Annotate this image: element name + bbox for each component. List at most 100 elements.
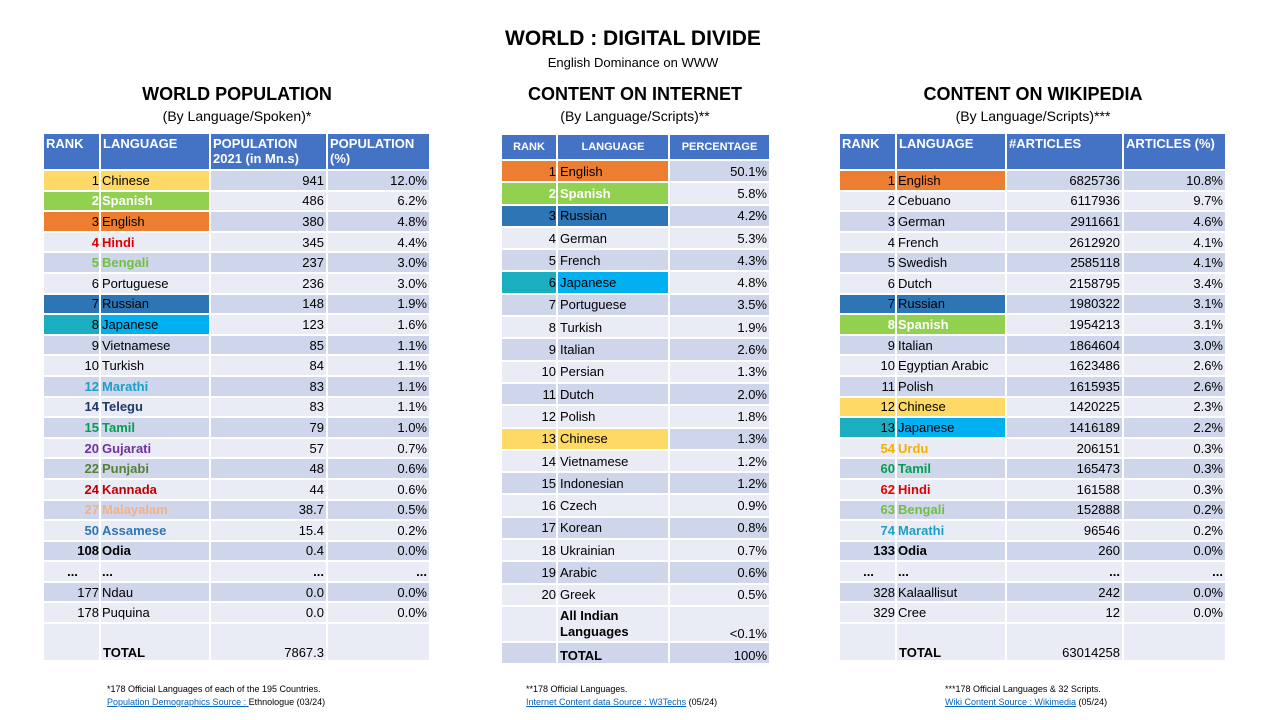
table-row: 2 Cebuano 6117936 9.7% xyxy=(840,190,1227,213)
language-cell: Chinese xyxy=(896,396,1007,419)
table-row: 14 Vietnamese 1.2% xyxy=(502,449,771,474)
percent-cell: 5.3% xyxy=(669,226,771,251)
col-header-population: POPULATION 2021 (in Mn.s) xyxy=(210,134,328,171)
table-row: 12 Polish 1.8% xyxy=(502,405,771,429)
rank-cell: 14 xyxy=(502,449,558,474)
rank-cell: 4 xyxy=(44,231,101,254)
percent-cell: 1.3% xyxy=(669,427,771,451)
value-cell: 236 xyxy=(210,272,328,295)
table-row: 1 English 6825736 10.8% xyxy=(840,170,1227,192)
language-cell: Portuguese xyxy=(557,293,670,318)
percent-cell: 3.1% xyxy=(1123,293,1227,316)
language-cell: Odia xyxy=(896,540,1007,563)
language-cell: Odia xyxy=(100,540,211,563)
table-row: 177 Ndau 0.0 0.0% xyxy=(44,581,431,604)
language-cell: German xyxy=(557,226,670,251)
rank-cell: 4 xyxy=(502,226,558,251)
value-cell: 486 xyxy=(210,190,328,213)
value-cell: 380 xyxy=(210,211,328,233)
percent-cell: 12.0% xyxy=(327,170,431,192)
rank-cell: 22 xyxy=(44,458,101,480)
population-source-link[interactable]: Population Demographics Source : xyxy=(107,697,249,707)
language-cell: Polish xyxy=(557,405,670,429)
value-cell: ... xyxy=(210,561,328,583)
rank-cell: 14 xyxy=(44,396,101,419)
col-header-rank: RANK xyxy=(502,135,558,161)
percent-cell: 1.8% xyxy=(669,405,771,429)
table-row: 133 Odia 260 0.0% xyxy=(840,540,1227,563)
value-cell: 38.7 xyxy=(210,499,328,522)
percent-cell: 0.6% xyxy=(327,458,431,480)
rank-cell: 108 xyxy=(44,540,101,563)
percent-cell: 3.1% xyxy=(1123,314,1227,336)
rank-cell: 74 xyxy=(840,520,897,542)
percent-cell: 0.5% xyxy=(669,583,771,607)
rank-cell: 8 xyxy=(840,314,897,336)
table-row: 11 Polish 1615935 2.6% xyxy=(840,375,1227,398)
table-row: 9 Italian 1864604 3.0% xyxy=(840,334,1227,357)
language-cell: Vietnamese xyxy=(557,449,670,474)
percent-cell: 1.2% xyxy=(669,472,771,496)
value-cell: 48 xyxy=(210,458,328,480)
table-row: 7 Russian 1980322 3.1% xyxy=(840,293,1227,316)
language-cell: Urdu xyxy=(896,437,1007,460)
language-cell: English xyxy=(100,211,211,233)
internet-source-link[interactable]: Internet Content data Source : W3Techs xyxy=(526,697,687,707)
empty-cell xyxy=(1123,623,1227,663)
rank-cell: 19 xyxy=(502,561,558,585)
rank-cell: 5 xyxy=(502,249,558,273)
percent-cell: 4.8% xyxy=(327,211,431,233)
wikipedia-table: RANK LANGUAGE #ARTICLES ARTICLES (%) 1 En… xyxy=(840,134,1227,663)
value-cell: 206151 xyxy=(1006,437,1124,460)
percent-cell: 0.5% xyxy=(327,499,431,522)
value-cell: 1864604 xyxy=(1006,334,1124,357)
total-label: TOTAL xyxy=(557,641,670,665)
rank-cell: 11 xyxy=(502,382,558,407)
language-cell: Vietnamese xyxy=(100,334,211,357)
source-date: (05/24) xyxy=(1076,697,1108,707)
value-cell: 83 xyxy=(210,396,328,419)
rank-cell: 329 xyxy=(840,602,897,625)
table-row: 8 Spanish 1954213 3.1% xyxy=(840,314,1227,336)
value-cell: 345 xyxy=(210,231,328,254)
rank-cell: 1 xyxy=(502,160,558,184)
percent-cell: 0.6% xyxy=(327,478,431,501)
percent-cell: 0.3% xyxy=(1123,478,1227,501)
wikipedia-subtitle: (By Language/Scripts)*** xyxy=(955,108,1111,124)
language-cell: Gujarati xyxy=(100,437,211,460)
table-row: 4 French 2612920 4.1% xyxy=(840,231,1227,254)
language-cell: Assamese xyxy=(100,520,211,542)
language-cell: Chinese xyxy=(100,170,211,192)
table-row: ............ xyxy=(840,561,1227,583)
percent-cell: 4.4% xyxy=(327,231,431,254)
language-cell: Telegu xyxy=(100,396,211,419)
rank-cell: 7 xyxy=(502,293,558,318)
rank-cell: 3 xyxy=(502,204,558,228)
col-header-language: LANGUAGE xyxy=(100,134,211,171)
percent-cell: 0.2% xyxy=(327,520,431,542)
value-cell: 1615935 xyxy=(1006,375,1124,398)
wikipedia-source-link[interactable]: Wiki Content Source : Wikimedia xyxy=(945,697,1077,707)
language-cell: Cebuano xyxy=(896,190,1007,213)
page-title: WORLD : DIGITAL DIVIDE xyxy=(505,27,761,50)
total-label: TOTAL xyxy=(100,623,211,663)
value-cell: 152888 xyxy=(1006,499,1124,522)
rank-cell: 1 xyxy=(840,170,897,192)
value-cell: 148 xyxy=(210,293,328,316)
language-cell: Egyptian Arabic xyxy=(896,355,1007,377)
language-cell: Czech xyxy=(557,494,670,518)
rank-cell: 3 xyxy=(44,211,101,233)
rank-cell: 63 xyxy=(840,499,897,522)
table-row: 14 Telegu 83 1.1% xyxy=(44,396,431,419)
source-date: (05/24) xyxy=(686,697,718,707)
rank-cell: 10 xyxy=(840,355,897,377)
language-cell: Bengali xyxy=(100,252,211,274)
col-header-population-pct: POPULATION (%) xyxy=(327,134,431,171)
percent-cell: 0.2% xyxy=(1123,499,1227,522)
rank-cell: 12 xyxy=(502,405,558,429)
percent-cell: 1.1% xyxy=(327,334,431,357)
percent-cell: 4.2% xyxy=(669,204,771,228)
percent-cell: 3.0% xyxy=(1123,334,1227,357)
percent-cell: 4.1% xyxy=(1123,252,1227,274)
percent-cell: 0.6% xyxy=(669,561,771,585)
